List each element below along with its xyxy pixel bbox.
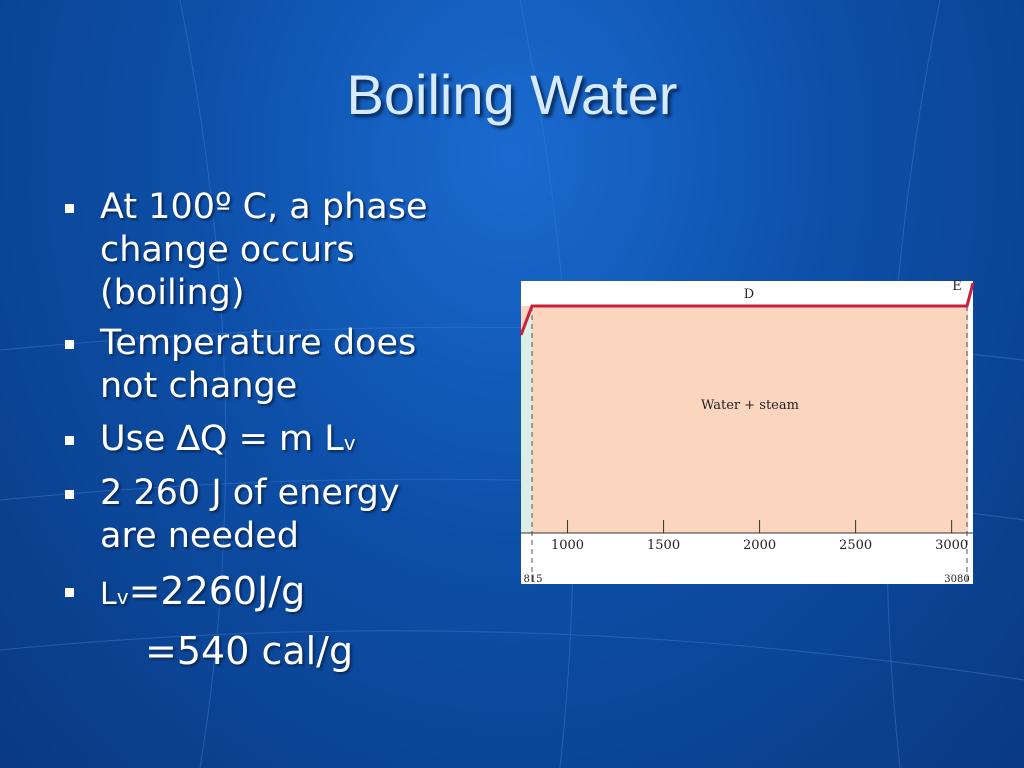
curve [519, 282, 975, 336]
bullet: Use ∆Q = m Lv [65, 418, 356, 465]
text: Use ∆Q = m L [100, 419, 344, 459]
bullet: At 100º C, a phase change occurs (boilin… [64, 186, 428, 315]
text: L [100, 577, 117, 612]
bullet-line: are needed [100, 516, 299, 556]
x-tick-label: 1500 [647, 538, 680, 553]
text: =2260J/g [128, 569, 306, 613]
x-tick-label: 2500 [839, 538, 872, 553]
region-fill [521, 306, 532, 533]
segment-label: D [744, 287, 754, 302]
bullet: Lv=2260J/g [64, 569, 306, 619]
segment-label: E [952, 279, 962, 294]
bullet-continuation: =540 cal/g [145, 630, 353, 673]
bullet-line: Temperature does [100, 323, 417, 363]
x-limit-label: 3080 [944, 574, 969, 585]
subscript: v [343, 431, 356, 455]
bullet-line: not change [100, 366, 298, 406]
bullet-line: 2 260 J of energy [100, 473, 400, 513]
x-tick-label: 2000 [743, 538, 776, 553]
x-limit-label: 815 [523, 574, 542, 585]
bullet: Temperature does not change [64, 322, 417, 408]
bullet-line: change occurs [100, 230, 355, 270]
region-fill [521, 306, 968, 533]
slide-title: Boiling Water [346, 63, 678, 126]
bullet: 2 260 J of energy are needed [65, 472, 400, 558]
text: =540 cal/g [145, 629, 354, 673]
subscript: v [116, 585, 129, 609]
bullet-line: (boiling) [100, 273, 245, 313]
x-tick-label: 3000 [935, 538, 968, 553]
bullet-line: At 100º C, a phase [100, 187, 428, 227]
x-tick-label: 1000 [551, 538, 584, 553]
region-label: Water + steam [701, 398, 799, 413]
